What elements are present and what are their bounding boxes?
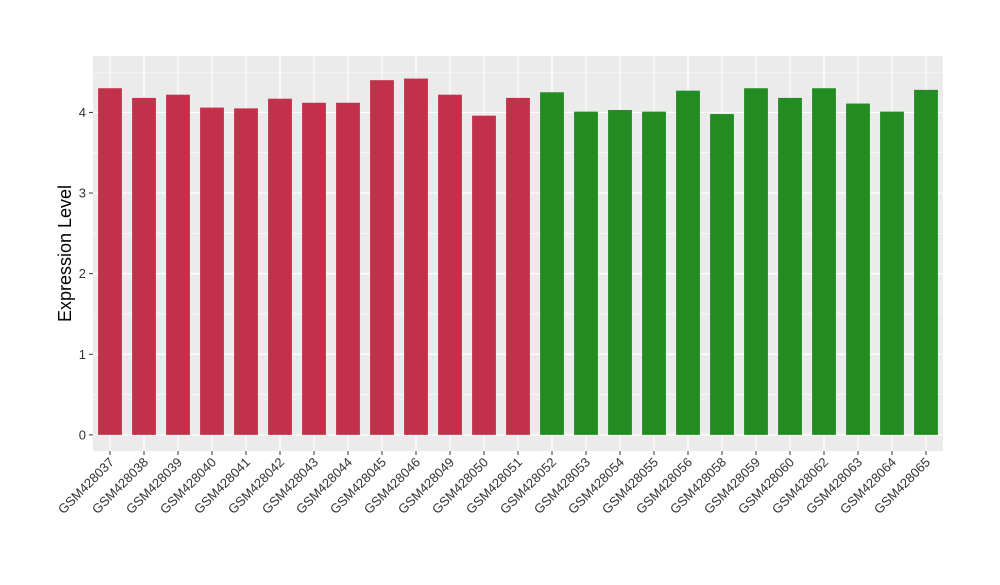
bar-gsm428054 [608, 110, 632, 435]
y-tick-label: 0 [79, 427, 86, 442]
bar-gsm428051 [506, 97, 530, 435]
bar-gsm428042 [268, 98, 292, 435]
bar-gsm428065 [914, 89, 938, 435]
bar-gsm428052 [540, 92, 564, 435]
bar-gsm428037 [98, 88, 122, 435]
bar-gsm428055 [642, 111, 666, 435]
y-tick-label: 3 [79, 186, 86, 201]
bar-gsm428063 [846, 103, 870, 435]
bar-gsm428058 [710, 114, 734, 435]
bar-gsm428064 [880, 111, 904, 435]
bars [98, 78, 938, 435]
y-tick-label: 4 [79, 105, 86, 120]
bar-gsm428040 [200, 107, 224, 435]
bar-gsm428053 [574, 111, 598, 435]
bar-gsm428043 [302, 102, 326, 435]
bar-gsm428045 [370, 80, 394, 435]
y-axis-title: Expression Level [55, 185, 75, 322]
y-tick-label: 2 [79, 266, 86, 281]
y-tick-label: 1 [79, 347, 86, 362]
bar-gsm428059 [744, 88, 768, 435]
bar-gsm428038 [132, 97, 156, 435]
bar-gsm428049 [438, 94, 462, 435]
y-axis: 0 1 2 3 4 [79, 105, 93, 442]
bar-gsm428060 [778, 97, 802, 435]
bar-gsm428046 [404, 78, 428, 435]
bar-gsm428039 [166, 94, 190, 435]
bar-gsm428056 [676, 90, 700, 435]
bar-gsm428044 [336, 102, 360, 435]
bar-gsm428041 [234, 108, 258, 435]
bar-gsm428062 [812, 88, 836, 435]
x-axis: GSM428037GSM428038GSM428039GSM428040GSM4… [55, 451, 933, 517]
bar-gsm428050 [472, 115, 496, 435]
